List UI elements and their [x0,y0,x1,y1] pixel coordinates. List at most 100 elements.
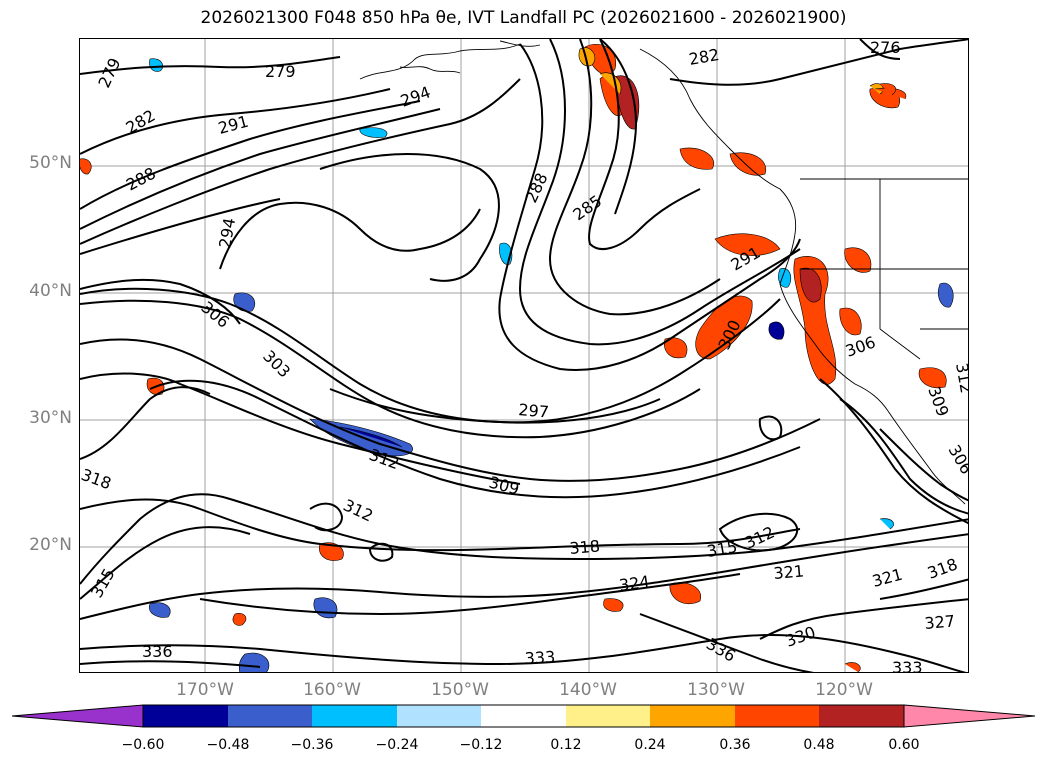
contour-west-wave [80,278,241,325]
contour-label: 327 [924,611,956,633]
lon-label-160w: 160°W [303,680,361,700]
contour-312c [718,512,799,552]
contour-ne-upper [669,39,968,86]
colorbar-over-extension [903,704,1036,728]
colorbar-tick: 0.60 [888,737,920,753]
contour-294b [219,201,481,270]
contour-label: 288 [521,170,551,206]
contour-label: 312 [952,361,969,394]
contour-label: 309 [924,384,952,419]
colorbar-tick: 0.12 [550,737,582,753]
coast-baja [887,410,966,505]
coast-us-west [779,233,889,412]
lon-label-130w: 130°W [687,680,745,700]
lat-label-20n: 20°N [29,535,72,555]
lon-label-170w: 170°W [176,680,234,700]
colorbar-tick: −0.12 [459,737,503,753]
contour-loop-nw [309,502,344,532]
contour-se-1 [839,398,968,515]
colorbar-tick: −0.48 [206,737,250,753]
contour-label: 279 [265,62,296,81]
colorbar-bin [481,705,566,727]
contour-se-2 [819,378,968,525]
contour-loop-3 [548,39,721,316]
contour-labels: 279 282 288 291 294 276 282 279 294 288 … [80,39,969,673]
contour-label: 294 [398,82,433,110]
contour-label: 336 [142,642,173,661]
contour-321 [80,533,968,620]
colorbar-bin [228,705,312,727]
contour-label: 312 [340,495,376,525]
colorbar [11,704,1036,728]
contour-279 [80,56,341,75]
contour-label: 297 [518,400,550,422]
patch-jet-2 [339,426,403,448]
contour-label: 333 [892,658,923,673]
map-panel: 279 282 288 291 294 276 282 279 294 288 … [79,38,969,673]
colorbar-tick: −0.60 [121,737,165,753]
contour-327 [879,578,968,600]
contour-288b [599,39,637,215]
patch-west-2 [80,158,92,175]
patch-sw-2 [603,598,624,612]
contour-label: 294 [215,216,239,249]
contour-288a [80,100,421,210]
contour-ne-2 [859,39,901,60]
lon-label-150w: 150°W [431,680,489,700]
contour-label: 288 [123,163,159,194]
patch-nw-blue-2 [149,58,163,72]
contour-label: 306 [843,332,878,360]
contour-label: 282 [123,106,159,138]
contour-big-loop [498,43,801,371]
colorbar-bin [397,705,481,727]
contour-303 [80,299,701,439]
patch-mt-blue [938,282,954,308]
patch-baja-1 [918,367,947,389]
colorbar-tick: 0.36 [719,737,751,753]
contour-label: 306 [945,442,969,478]
lat-label-30n: 30°N [29,408,72,428]
contour-inner-box [319,153,500,282]
patch-sw-blue-2 [148,602,171,618]
patch-coast-north-2 [578,47,596,67]
contour-324 [199,573,741,616]
colorbar-bin [143,705,228,727]
map-canvas: 279 282 288 291 294 276 282 279 294 288 … [80,39,969,673]
lat-label-50n: 50°N [29,153,72,173]
colorbar-tick: −0.36 [290,737,334,753]
patch-hawaii-1 [319,542,344,561]
patch-se-blue [879,518,894,530]
contour-label: 315 [705,537,738,561]
colorbar-tick: 0.48 [803,737,835,753]
coast-bc [639,48,797,235]
contour-297 [329,388,661,424]
contour-label: 318 [925,554,960,582]
theta-e-contours [80,39,968,672]
positive-anomaly-patches [80,43,947,672]
contour-label: 312 [742,522,778,552]
colorbar-tick: −0.24 [375,737,419,753]
coast-alaska [359,40,541,80]
contour-label: 303 [259,346,294,381]
contour-294 [80,78,521,245]
coastlines [359,40,968,505]
contour-eddy [758,415,783,441]
colorbar-outline [142,704,905,728]
contour-label: 279 [94,55,124,91]
colorbar-under-extension [11,704,144,728]
contour-label: 318 [569,536,601,558]
contour-330 [759,598,968,640]
colorbar-bin [650,705,735,727]
contour-312b [149,379,801,499]
colorbar-bin [566,705,650,727]
contour-309 [80,338,821,482]
chart-title: 2026021300 F048 850 hPa θe, IVT Landfall… [200,8,847,28]
patch-ut-1 [839,307,862,336]
patch-bc-2 [679,147,715,170]
patch-nw-1 [233,292,256,312]
contour-312a [80,372,521,485]
patch-ca-blue-1 [768,321,785,340]
contour-label: 321 [773,561,805,583]
contour-333 [80,633,967,672]
contour-loop-2 [518,39,801,346]
